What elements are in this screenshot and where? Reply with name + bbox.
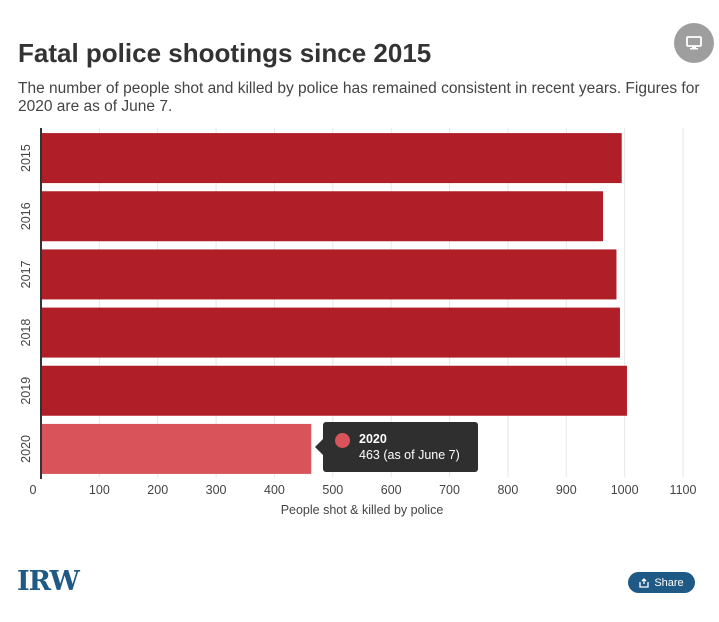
category-label: 2018: [19, 319, 33, 347]
chart-title: Fatal police shootings since 2015: [18, 38, 432, 68]
category-label: 2017: [19, 260, 33, 288]
bar: [41, 249, 617, 300]
share-icon: [639, 577, 649, 588]
chart-subtitle: The number of people shot and killed by …: [18, 80, 700, 115]
x-tick-label: 400: [264, 483, 285, 497]
tooltip-title: 2020: [359, 432, 387, 446]
share-label: Share: [654, 576, 684, 589]
x-tick-label: 700: [439, 483, 460, 497]
tooltip: 2020 463 (as of June 7): [315, 422, 478, 472]
bar: [41, 423, 312, 474]
category-label: 2020: [19, 435, 33, 463]
bar: [41, 307, 620, 358]
category-label: 2016: [19, 202, 33, 230]
x-tick-label: 200: [147, 483, 168, 497]
x-tick-label: 100: [89, 483, 110, 497]
tooltip-marker: [335, 433, 350, 448]
x-tick-label: 500: [322, 483, 343, 497]
share-button[interactable]: Share: [628, 572, 695, 593]
x-tick-label: 1000: [611, 483, 639, 497]
x-tick-label: 600: [381, 483, 402, 497]
category-label: 2019: [19, 377, 33, 405]
x-tick-label: 1100: [670, 483, 697, 497]
bar: [41, 191, 604, 242]
bar-chart: 2015 2016 2017 2018 2019 2020 0 100 200 300 400 500…: [19, 128, 697, 517]
x-tick-label: 900: [556, 483, 577, 497]
bar: [41, 365, 627, 416]
category-label: 2015: [19, 144, 33, 172]
monitor-icon: [686, 36, 702, 50]
screen-mode-button[interactable]: [674, 23, 714, 63]
x-tick-label: 0: [30, 483, 37, 497]
x-tick-label: 300: [206, 483, 227, 497]
bar: [41, 133, 622, 184]
tooltip-value: 463 (as of June 7): [359, 448, 460, 462]
x-tick-label: 800: [497, 483, 518, 497]
x-axis-title: People shot & killed by police: [281, 503, 444, 517]
brand-logo: IRW: [17, 566, 80, 597]
